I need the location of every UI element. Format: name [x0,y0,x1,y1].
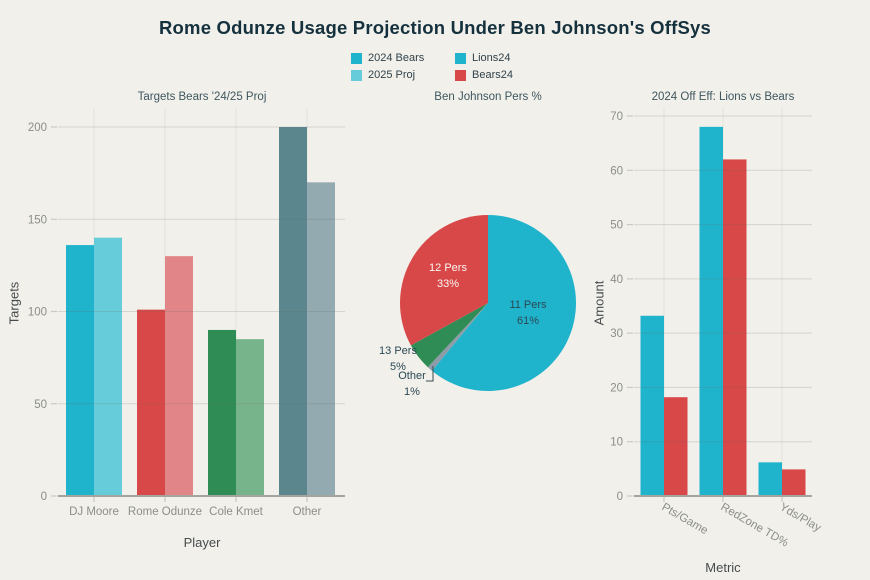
right-x-axis-label: Metric [705,560,741,575]
y-tick-label: 10 [610,437,623,449]
bar-yds-play-bears24 [782,469,806,496]
left-chart-title: Targets Bears '24/25 Proj [137,91,267,103]
pie-label: 12 Pers [429,262,467,274]
figure-title: Rome Odunze Usage Projection Under Ben J… [159,17,711,38]
bar-dj-moore-2024-bears [66,245,94,496]
pie-slice-12-pers [400,215,488,346]
bar-cole-kmet-2024-bears [208,329,236,496]
legend-label: 2024 Bears [368,52,425,64]
bar-other-2025-proj [307,182,335,496]
x-tick-label: Other [293,506,322,518]
y-tick-label: 0 [41,491,47,503]
bar-pts-game-bears24 [664,397,688,496]
pie-pct-label: 61% [517,315,539,327]
pie-label: Other [398,370,426,382]
pie-chart-title: Ben Johnson Pers % [434,91,542,103]
y-tick-label: 150 [28,214,47,226]
y-tick-label: 200 [28,122,47,134]
bar-pts-game-lions24 [640,315,664,496]
y-tick-label: 70 [610,111,623,123]
pie-slice-13-pers [410,303,488,368]
y-tick-label: 100 [28,307,47,319]
legend-label: Lions24 [472,52,511,64]
pie-pct-label: 1% [404,386,420,398]
legend-label: Bears24 [472,69,513,81]
legend: 2024 Bears 2025 Proj Lions24 Bears24 [351,52,513,82]
pie-slice-11-pers [431,215,576,392]
y-tick-label: 50 [610,220,623,232]
legend-swatch-icon [351,53,362,64]
legend-swatch-icon [351,70,362,81]
bar-redzone-td-lions24 [699,126,723,496]
bar-redzone-td-bears24 [723,159,747,496]
y-tick-label: 40 [610,274,623,286]
legend-item: Lions24 [455,52,513,65]
y-tick-label: 60 [610,165,623,177]
bar-dj-moore-2025-proj [94,237,122,496]
pie-pct-label: 33% [437,278,459,290]
pie-label: 11 Pers [509,299,547,311]
y-tick-label: 0 [617,491,623,503]
y-tick-label: 20 [610,382,623,394]
x-tick-label: Cole Kmet [209,506,263,518]
legend-item: Bears24 [455,69,513,82]
legend-swatch-icon [455,53,466,64]
x-tick-label: DJ Moore [69,506,119,518]
bar-yds-play-lions24 [758,462,782,496]
personnel-pie-chart: 11 Pers 61% 12 Pers 33% 13 Pers 5%Other 1% [379,215,576,398]
legend-swatch-icon [455,70,466,81]
x-tick-label: Yds/Play [778,501,824,534]
pie-pct-label: 5% [390,361,406,373]
right-y-axis-label: Amount [591,280,607,326]
pie-slice-other [427,303,488,371]
legend-item: 2024 Bears [351,52,455,65]
right-chart-title: 2024 Off Eff: Lions vs Bears [651,91,795,103]
x-tick-label: Pts/Game [660,501,710,537]
bar-cole-kmet-2025-proj [236,339,264,496]
legend-label: 2025 Proj [368,69,416,81]
targets-bar-chart: 0 50 100 150 200 DJ Moore Rome Odunze Cole Kmet… [28,108,345,518]
bar-rome-odunze-2025-proj [165,256,193,496]
y-tick-label: 30 [610,328,623,340]
left-x-axis-label: Player [183,535,221,550]
bar-rome-odunze-2024-bears [137,309,165,496]
left-y-axis-label: Targets [6,281,22,325]
x-tick-label: Rome Odunze [128,506,202,518]
y-tick-label: 50 [34,399,47,411]
bar-other-2024-bears [279,127,307,496]
pie-label: 13 Pers [379,345,417,357]
pie-leader-line [426,366,434,382]
legend-item: 2025 Proj [351,69,455,82]
